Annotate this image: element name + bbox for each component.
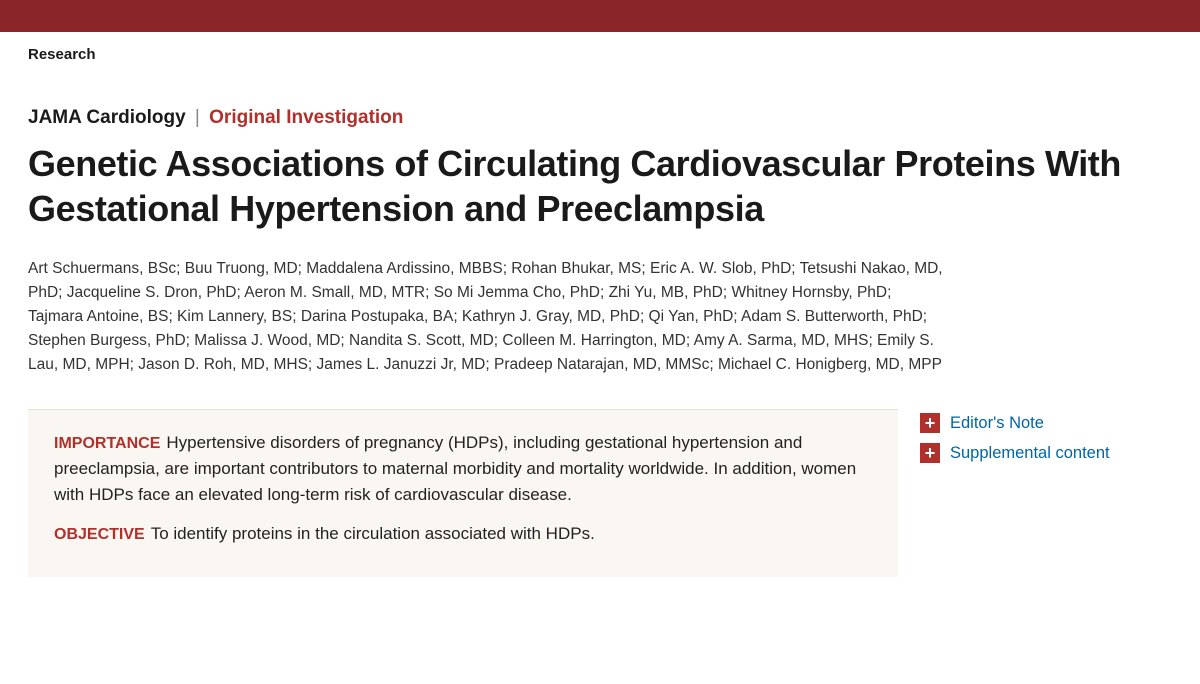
editors-note-text: Editor's Note <box>950 414 1044 433</box>
journal-line: JAMA Cardiology | Original Investigation <box>28 107 1172 129</box>
importance-text: Hypertensive disorders of pregnancy (HDP… <box>54 433 856 504</box>
plus-icon: + <box>920 413 940 433</box>
author-list: Art Schuermans, BSc; Buu Truong, MD; Mad… <box>28 257 948 377</box>
editors-note-link[interactable]: + Editor's Note <box>920 413 1172 433</box>
abstract-box: IMPORTANCEHypertensive disorders of preg… <box>28 409 898 577</box>
divider: | <box>195 107 200 128</box>
importance-label: IMPORTANCE <box>54 435 160 452</box>
abstract-importance: IMPORTANCEHypertensive disorders of preg… <box>54 430 872 507</box>
abstract-objective: OBJECTIVE To identify proteins in the cir… <box>54 521 872 547</box>
journal-name: JAMA Cardiology <box>28 107 186 128</box>
supplemental-link[interactable]: + Supplemental content <box>920 443 1172 463</box>
article-type: Original Investigation <box>209 107 403 128</box>
plus-icon: + <box>920 443 940 463</box>
brand-bar <box>0 0 1200 32</box>
objective-label: OBJECTIVE <box>54 526 145 543</box>
lower-region: IMPORTANCEHypertensive disorders of preg… <box>28 409 1172 577</box>
article-content: Research JAMA Cardiology | Original Inve… <box>0 32 1200 577</box>
section-label: Research <box>28 46 1172 63</box>
sidebar: + Editor's Note + Supplemental content <box>920 409 1172 577</box>
objective-text: To identify proteins in the circulation … <box>151 524 595 543</box>
article-title: Genetic Associations of Circulating Card… <box>28 141 1172 231</box>
supplemental-text: Supplemental content <box>950 444 1110 463</box>
